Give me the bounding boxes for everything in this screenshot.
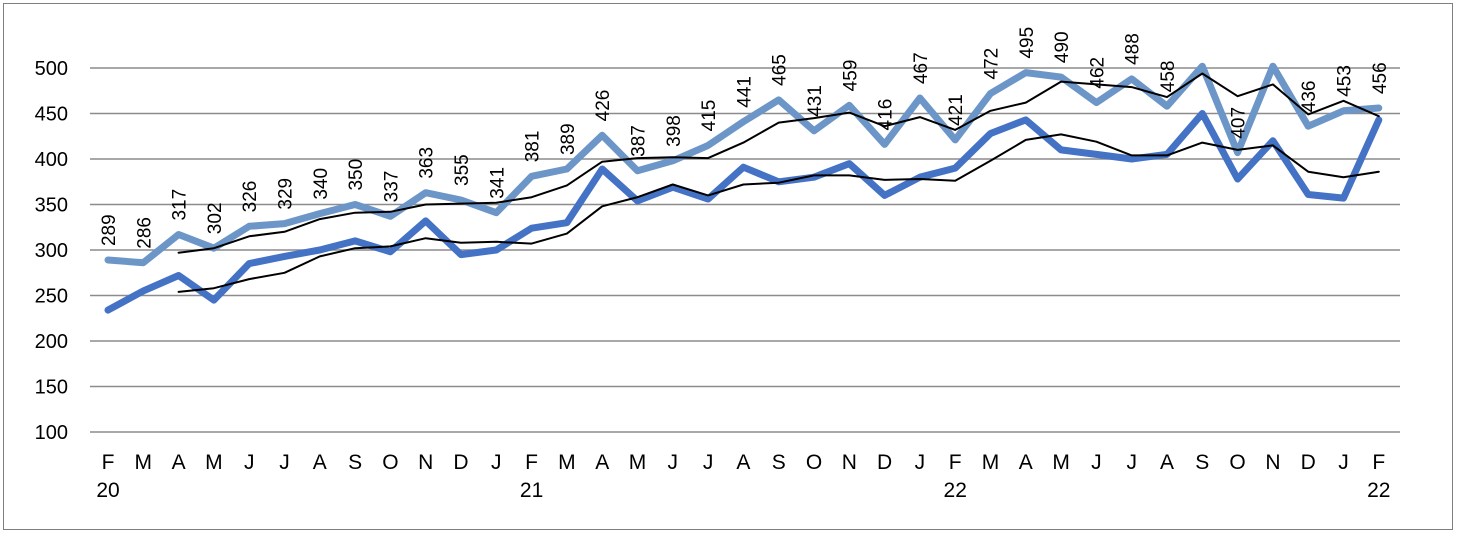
y-axis-ticks: 100 150 200 250 300 350 400 450 500 (35, 58, 68, 444)
data-label: 456 (1370, 62, 1391, 94)
data-label: 407 (1229, 107, 1250, 139)
x-tick-label: M (629, 451, 647, 474)
y-tick-label: 250 (35, 286, 68, 308)
x-tick-label: A (172, 451, 186, 474)
y-tick-label: 100 (35, 422, 68, 444)
series-line-3 (177, 133, 1380, 293)
data-label: 355 (452, 154, 473, 186)
x-tick-label: M (135, 451, 153, 474)
x-year-label: 22 (944, 479, 967, 502)
x-tick-label: F (949, 451, 962, 474)
series-lines (104, 62, 1383, 314)
x-tick-label: A (595, 451, 609, 474)
x-tick-label: J (703, 451, 714, 474)
x-tick-label: A (313, 451, 327, 474)
x-tick-label: O (382, 451, 398, 474)
data-label: 436 (1299, 81, 1320, 113)
x-tick-label: O (806, 451, 822, 474)
data-label: 495 (1017, 27, 1038, 59)
data-label: 398 (664, 115, 685, 147)
x-tick-label: M (205, 451, 223, 474)
y-tick-label: 200 (35, 331, 68, 353)
data-label: 389 (558, 123, 579, 155)
data-label: 465 (770, 54, 791, 86)
x-tick-label: J (1091, 451, 1102, 474)
x-tick-label: J (491, 451, 502, 474)
y-tick-label: 500 (35, 58, 68, 80)
x-tick-label: J (1338, 451, 1349, 474)
data-label: 317 (170, 189, 191, 221)
x-tick-label: J (668, 451, 679, 474)
data-label: 326 (240, 181, 261, 213)
x-year-label: 21 (520, 479, 543, 502)
x-tick-label: M (982, 451, 1000, 474)
data-label: 350 (346, 159, 367, 191)
data-label: 340 (311, 168, 332, 200)
x-tick-label: D (877, 451, 892, 474)
data-label: 426 (593, 90, 614, 122)
data-label: 490 (1052, 31, 1073, 63)
x-tick-label: S (772, 451, 786, 474)
data-label: 302 (205, 202, 226, 234)
y-tick-label: 400 (35, 149, 68, 171)
x-tick-label: A (1019, 451, 1033, 474)
x-tick-label: S (348, 451, 362, 474)
data-label: 459 (840, 60, 861, 92)
data-label: 462 (1087, 57, 1108, 89)
series-line-0 (104, 62, 1383, 267)
data-label: 441 (734, 76, 755, 108)
x-tick-label: N (1265, 451, 1280, 474)
data-label: 289 (99, 214, 120, 246)
x-tick-label: N (842, 451, 857, 474)
x-axis-ticks: F M A M J J A S O N D J F M A M J J A S O N D J F M A M J J A S O N D J F20 2… (96, 451, 1390, 502)
x-tick-label: J (1126, 451, 1137, 474)
x-year-label: 20 (96, 479, 119, 502)
gridlines (90, 67, 1400, 433)
data-label: 329 (276, 178, 297, 210)
x-tick-label: D (1301, 451, 1316, 474)
x-tick-label: M (558, 451, 576, 474)
x-tick-label: O (1229, 451, 1245, 474)
data-label: 488 (1123, 33, 1144, 65)
y-tick-label: 150 (35, 377, 68, 399)
x-tick-label: A (736, 451, 750, 474)
y-tick-label: 300 (35, 240, 68, 262)
data-label: 337 (381, 171, 402, 203)
data-label: 453 (1335, 65, 1356, 97)
y-tick-label: 350 (35, 195, 68, 217)
x-tick-label: J (915, 451, 926, 474)
x-tick-label: N (418, 451, 433, 474)
data-label: 421 (946, 94, 967, 126)
x-tick-label: M (1052, 451, 1070, 474)
x-tick-label: A (1160, 451, 1174, 474)
data-label: 387 (629, 125, 650, 157)
x-tick-label: J (244, 451, 255, 474)
data-label: 472 (982, 48, 1003, 80)
x-tick-label: D (453, 451, 468, 474)
data-label: 381 (523, 131, 544, 163)
data-labels: 289 286 317 302 326 329 340 350 337 363 355 341 381 3… (99, 27, 1391, 249)
x-tick-label: J (279, 451, 290, 474)
data-label: 467 (911, 52, 932, 84)
data-label: 458 (1158, 61, 1179, 93)
x-tick-label: F (525, 451, 538, 474)
y-tick-label: 450 (35, 104, 68, 126)
data-label: 286 (134, 217, 155, 249)
data-label: 431 (805, 85, 826, 117)
x-tick-label: F (1372, 451, 1385, 474)
data-label: 416 (876, 99, 897, 131)
x-tick-label: S (1195, 451, 1209, 474)
series-line-2 (177, 72, 1380, 254)
x-tick-label: F (102, 451, 115, 474)
data-label: 415 (699, 100, 720, 132)
data-label: 363 (417, 147, 438, 179)
data-label: 341 (487, 167, 508, 199)
x-year-label: 22 (1367, 479, 1390, 502)
